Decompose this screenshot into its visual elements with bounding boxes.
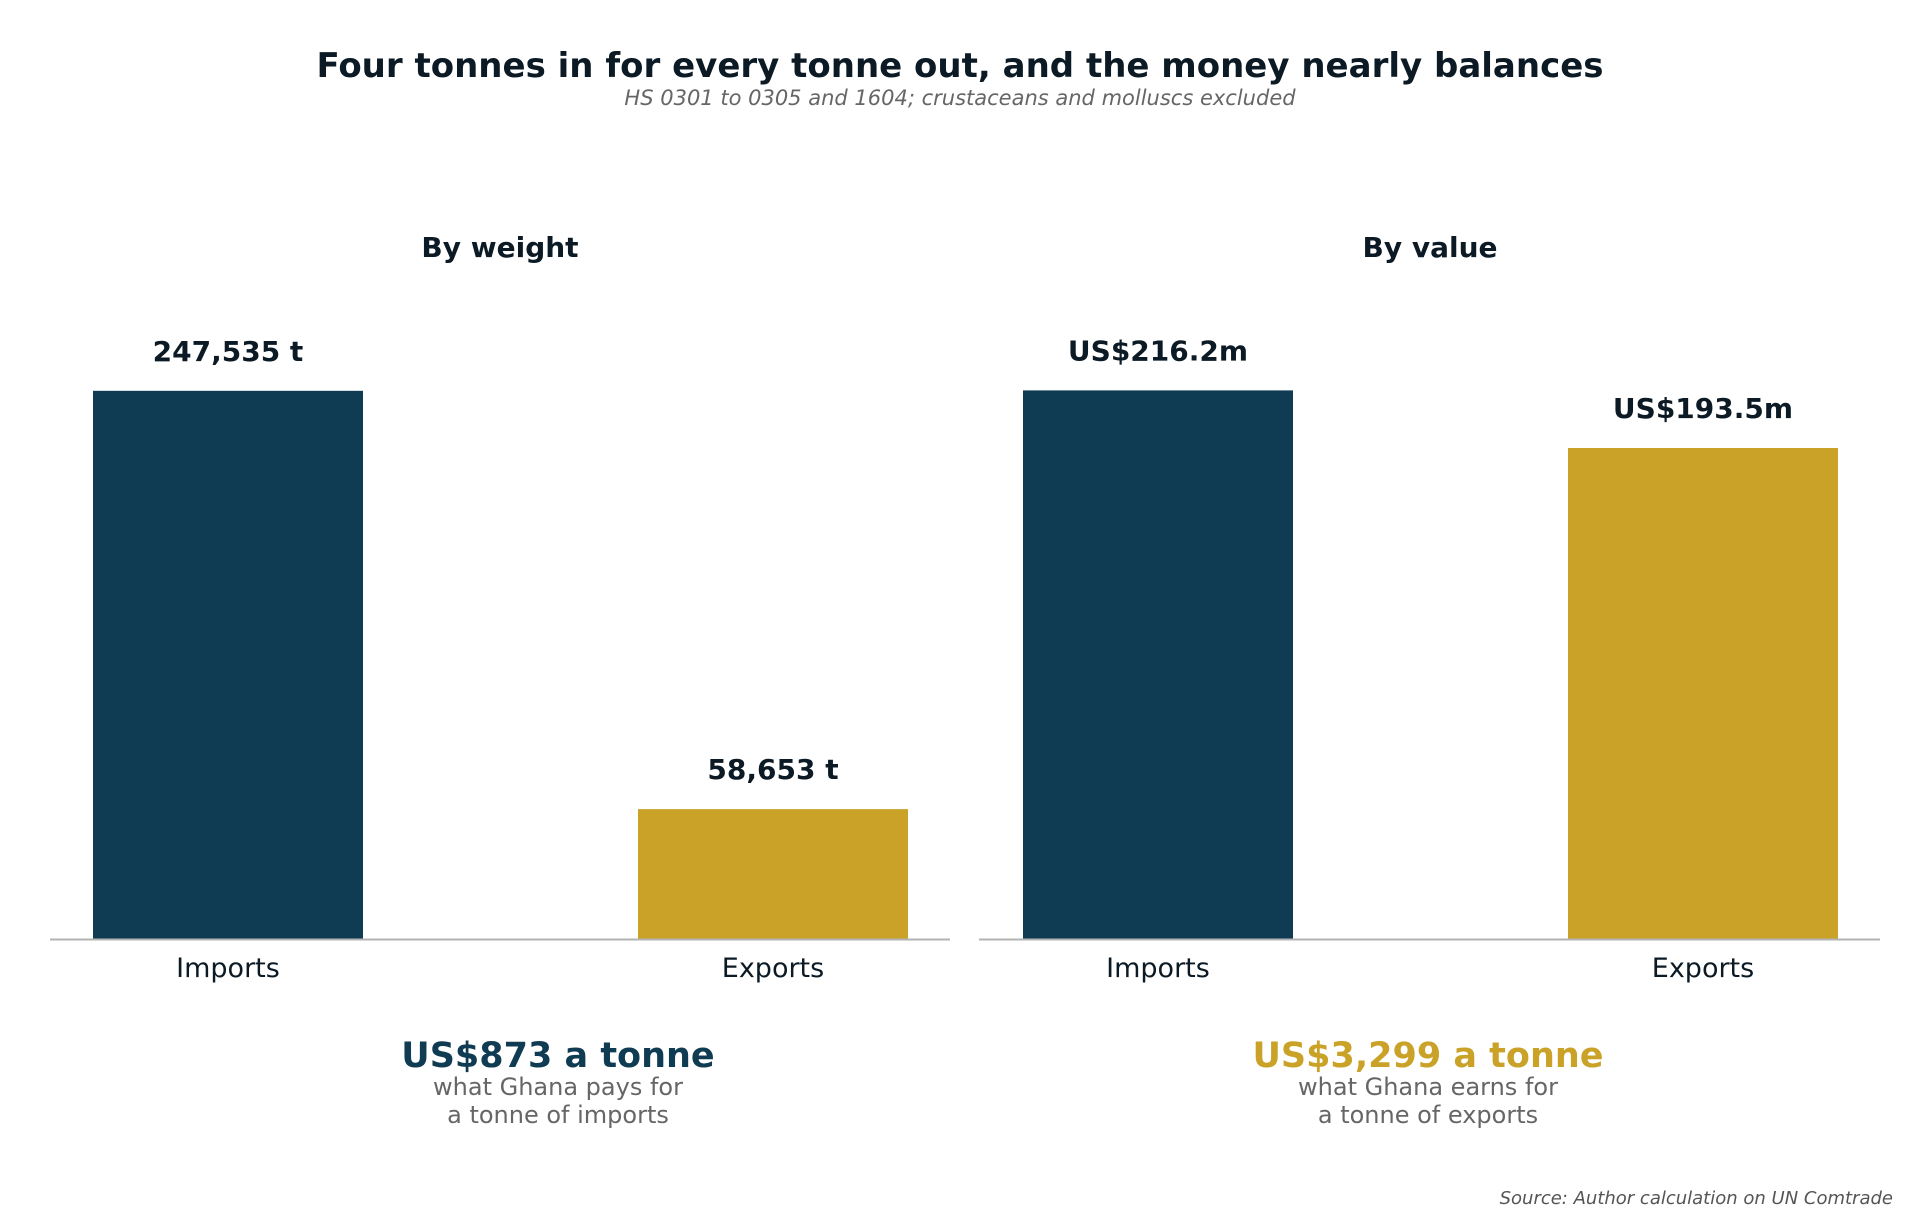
tick-label-exports-1: Exports	[1652, 953, 1754, 984]
tick-label-imports-0: Imports	[176, 953, 280, 984]
data-label-exports-0: 58,653 t	[707, 753, 838, 786]
panel-title-1: By value	[1362, 231, 1497, 264]
callout-line2-1: a tonne of exports	[1318, 1101, 1538, 1129]
callout-line1-0: what Ghana pays for	[433, 1073, 683, 1101]
callout-headline-0: US$873 a tonne	[401, 1036, 714, 1076]
chart-subtitle: HS 0301 to 0305 and 1604; crustaceans an…	[624, 86, 1296, 110]
tick-label-imports-1: Imports	[1106, 953, 1210, 984]
source-note: Source: Author calculation on UN Comtrad…	[1500, 1188, 1893, 1209]
panel-title-0: By weight	[421, 231, 578, 264]
tick-label-exports-0: Exports	[722, 953, 824, 984]
callout-line2-0: a tonne of imports	[447, 1101, 669, 1129]
data-label-exports-1: US$193.5m	[1613, 392, 1793, 425]
callout-headline-1: US$3,299 a tonne	[1252, 1036, 1603, 1076]
chart-title: Four tonnes in for every tonne out, and …	[316, 46, 1603, 86]
bar-exports-1	[1568, 447, 1838, 939]
data-label-imports-1: US$216.2m	[1068, 334, 1248, 367]
bar-exports-0	[638, 809, 908, 939]
data-label-imports-0: 247,535 t	[153, 335, 304, 368]
callout-line1-1: what Ghana earns for	[1298, 1073, 1558, 1101]
panels: By weight 247,535 t Imports 58,653 t Exports…	[50, 231, 1880, 1129]
bar-imports-0	[93, 390, 363, 939]
bar-imports-1	[1023, 390, 1293, 940]
